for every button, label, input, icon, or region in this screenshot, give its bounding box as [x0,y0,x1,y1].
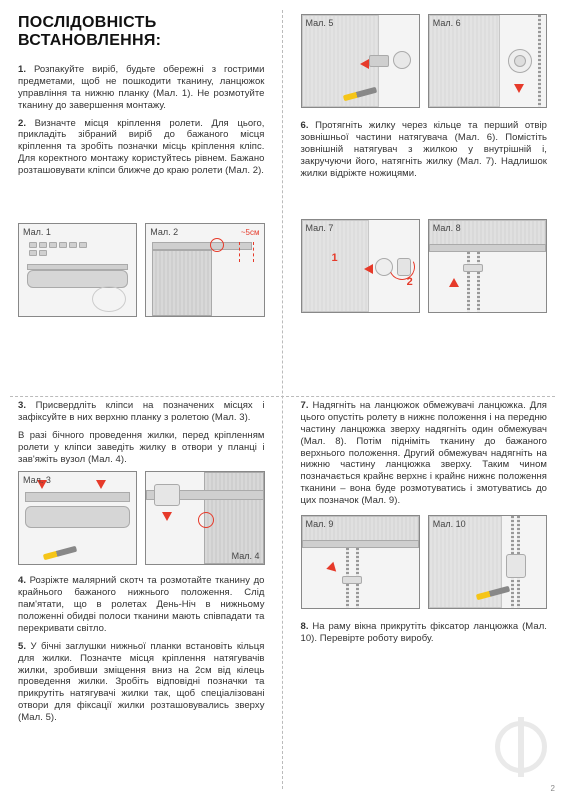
step-3: 3. Присвердліть кліпси на позначених міс… [18,400,265,424]
step-8-num: 8. [301,621,309,632]
step-7: 7. Надягніть на ланцюжок обмежувачі ланц… [301,400,548,507]
figure-7: Мал. 7 1 2 [301,219,420,313]
figure-7-num1: 1 [332,252,338,264]
step-5: 5. У бічні заглушки нижньої планки встан… [18,641,265,724]
step-4: 4. Розріжте малярний скотч та розмотайте… [18,575,265,634]
step-3b: В разі бічного проведення жилки, перед к… [18,430,265,466]
figure-5: Мал. 5 [301,14,420,108]
figure-1-caption: Мал. 1 [23,227,51,237]
quadrant-top-left: ПОСЛІДОВНІСТЬ ВСТАНОВЛЕННЯ: 1. Розпакуйт… [0,0,283,386]
watermark-icon [495,721,547,773]
quadrant-bottom-left: 3. Присвердліть кліпси на позначених міс… [0,386,283,799]
figure-9-caption: Мал. 9 [306,519,334,529]
figure-1: Мал. 1 [18,223,137,317]
divider-horizontal [10,396,555,397]
figure-3-caption: Мал. 3 [23,475,51,485]
step-5-num: 5. [18,641,26,652]
step-3-text: Присвердліть кліпси на позначених місцях… [18,400,265,423]
figure-row-5-6: Мал. 5 Мал. 6 [301,14,548,108]
figure-6-caption: Мал. 6 [433,18,461,28]
figure-4-caption: Мал. 4 [232,551,260,561]
figure-row-1-2: Мал. 1 Мал. 2 ~5см [18,223,265,317]
figure-10-caption: Мал. 10 [433,519,466,529]
figure-10: Мал. 10 [428,515,547,609]
step-8: 8. На раму вікна прикрутіть фіксатор лан… [301,621,548,645]
figure-3: Мал. 3 [18,471,137,565]
figure-8-caption: Мал. 8 [433,223,461,233]
step-2-num: 2. [18,118,26,129]
figure-2: Мал. 2 ~5см [145,223,264,317]
quadrant-bottom-right: 7. Надягніть на ланцюжок обмежувачі ланц… [283,386,565,799]
quadrant-top-right: Мал. 5 Мал. 6 6. Протягніть жилку через … [283,0,565,386]
step-6-text: Протягніть жилку через кільце та перший … [301,120,548,179]
figure-9: Мал. 9 [301,515,420,609]
page-title: ПОСЛІДОВНІСТЬ ВСТАНОВЛЕННЯ: [18,14,265,50]
figure-2-caption: Мал. 2 [150,227,178,237]
step-4-text: Розріжте малярний скотч та розмотайте тк… [18,575,265,634]
step-4-num: 4. [18,575,26,586]
figure-row-7-8: Мал. 7 1 2 Мал. 8 [301,219,548,313]
step-7-num: 7. [301,400,309,411]
step-1-text: Розпакуйте виріб, будьте обережні з гост… [18,64,265,111]
step-7-text: Надягніть на ланцюжок обмежувачі ланцюжк… [301,400,548,506]
step-6-num: 6. [301,120,309,131]
step-3-num: 3. [18,400,26,411]
divider-vertical [282,10,283,789]
step-2-text: Визначте місця кріплення ролети. Для цьо… [18,118,265,177]
step-2: 2. Визначте місця кріплення ролети. Для … [18,118,265,177]
page-number: 2 [551,784,555,793]
step-6: 6. Протягніть жилку через кільце та перш… [301,120,548,179]
figure-8: Мал. 8 [428,219,547,313]
figure-7-caption: Мал. 7 [306,223,334,233]
step-8-text: На раму вікна прикрутіть фіксатор ланцюж… [301,621,548,644]
figure-row-9-10: Мал. 9 Мал. 10 [301,515,548,609]
figure-5-caption: Мал. 5 [306,18,334,28]
step-1-num: 1. [18,64,26,75]
figure-2-dimension: ~5см [241,228,260,237]
figure-row-3-4: Мал. 3 Мал. 4 [18,471,265,565]
step-5-text: У бічні заглушки нижньої планки встанові… [18,641,265,723]
figure-6: Мал. 6 [428,14,547,108]
step-1: 1. Розпакуйте виріб, будьте обережні з г… [18,64,265,112]
figure-4: Мал. 4 [145,471,264,565]
